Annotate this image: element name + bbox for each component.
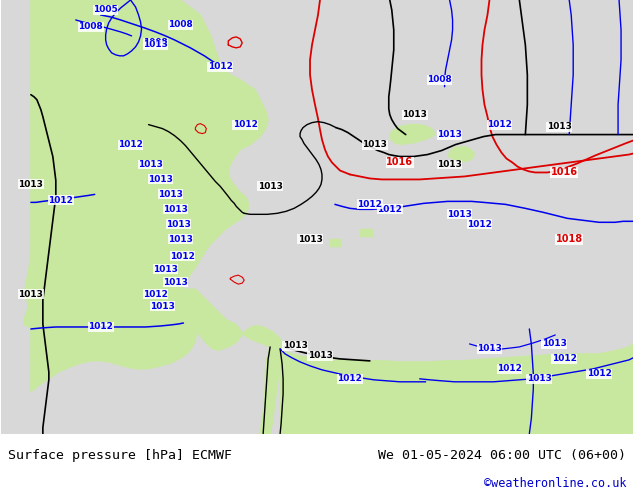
Text: We 01-05-2024 06:00 UTC (06+00): We 01-05-2024 06:00 UTC (06+00) [378,448,626,462]
Text: 1012: 1012 [170,252,195,261]
Text: 1013: 1013 [143,40,168,49]
Text: 1013: 1013 [547,122,572,131]
Polygon shape [360,229,372,236]
Polygon shape [24,115,51,327]
Text: 1013: 1013 [297,235,323,244]
Text: 1013: 1013 [163,278,188,287]
Text: 1012: 1012 [358,200,382,209]
Text: 1008: 1008 [79,23,103,31]
Text: 1013: 1013 [437,130,462,139]
Text: 1005: 1005 [93,5,118,15]
Text: 1013: 1013 [363,140,387,149]
Text: 1013: 1013 [477,344,502,353]
Text: 1013: 1013 [168,235,193,244]
Text: 1012: 1012 [337,374,363,383]
Text: 1016: 1016 [551,168,578,177]
Text: 1013: 1013 [307,351,332,360]
Text: 1012: 1012 [233,120,257,129]
Text: 1012: 1012 [552,354,577,364]
Text: 1012: 1012 [377,205,402,214]
Text: 1008: 1008 [168,21,193,29]
Polygon shape [330,239,340,246]
Polygon shape [449,147,474,162]
Text: 1013: 1013 [148,175,173,184]
Text: 1013: 1013 [163,205,188,214]
Text: 1012: 1012 [467,220,492,229]
Text: 1013: 1013 [447,210,472,219]
Text: ©weatheronline.co.uk: ©weatheronline.co.uk [484,477,626,490]
Text: 1012: 1012 [143,290,168,298]
Text: 1008: 1008 [427,75,452,84]
Polygon shape [241,326,283,349]
Text: 1013: 1013 [18,180,43,189]
Text: 1013: 1013 [402,110,427,119]
Text: 1012: 1012 [586,369,612,378]
Text: 1013: 1013 [18,290,43,298]
Text: 1012: 1012 [497,365,522,373]
Text: 1012: 1012 [208,62,233,71]
Text: 1016: 1016 [386,157,413,168]
Text: 1012: 1012 [48,196,74,205]
Text: 1013: 1013 [437,160,462,169]
Text: Surface pressure [hPa] ECMWF: Surface pressure [hPa] ECMWF [8,448,231,462]
Text: 1013: 1013 [542,340,567,348]
Text: 1013: 1013 [257,182,283,191]
Text: 1008: 1008 [143,38,168,48]
Text: 1012: 1012 [88,322,113,331]
Polygon shape [280,344,633,434]
Polygon shape [260,347,280,434]
Text: 1013: 1013 [158,190,183,199]
Text: 1013: 1013 [153,265,178,273]
Polygon shape [183,289,241,350]
Text: 1013: 1013 [283,342,307,350]
Text: 1018: 1018 [555,234,583,244]
Text: 1013: 1013 [527,374,552,383]
Text: 1013: 1013 [138,160,163,169]
Text: 1012: 1012 [118,140,143,149]
Text: 1013: 1013 [150,301,175,311]
Polygon shape [31,0,268,392]
Text: 1012: 1012 [487,120,512,129]
Polygon shape [390,124,435,145]
Text: 1013: 1013 [166,220,191,229]
